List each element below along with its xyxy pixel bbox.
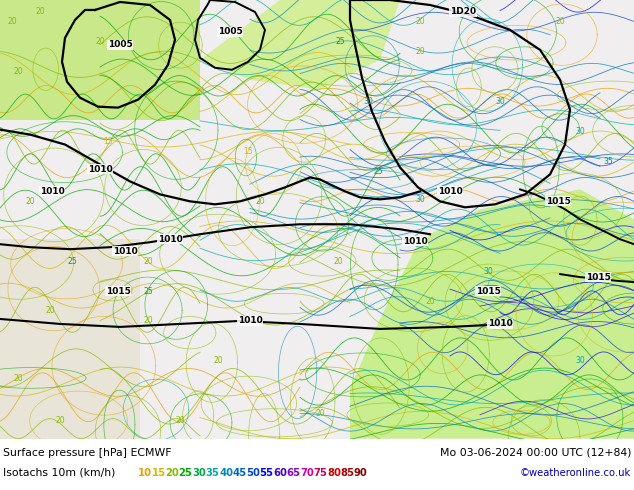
Text: 30: 30: [495, 97, 505, 106]
Text: 85: 85: [340, 468, 354, 478]
Polygon shape: [0, 0, 200, 110]
Text: 1015: 1015: [476, 287, 500, 295]
Text: 1015: 1015: [106, 287, 131, 295]
Text: 30: 30: [575, 356, 585, 366]
Text: 20: 20: [425, 296, 435, 305]
Text: 20: 20: [7, 18, 17, 26]
Text: 35: 35: [205, 468, 219, 478]
Text: 20: 20: [256, 197, 265, 206]
Text: 90: 90: [354, 468, 368, 478]
Text: 20: 20: [415, 18, 425, 26]
Text: 25: 25: [373, 167, 383, 176]
Text: 30: 30: [575, 127, 585, 136]
Text: 20: 20: [143, 257, 153, 266]
Text: Isotachs 10m (km/h): Isotachs 10m (km/h): [3, 468, 115, 478]
Text: 1010: 1010: [87, 165, 112, 174]
Text: 1010: 1010: [437, 187, 462, 196]
Text: 15: 15: [103, 137, 113, 146]
Text: Surface pressure [hPa] ECMWF: Surface pressure [hPa] ECMWF: [3, 448, 172, 458]
Text: 20: 20: [165, 468, 179, 478]
Polygon shape: [200, 0, 400, 90]
Text: 1015: 1015: [586, 272, 611, 282]
Text: 20: 20: [13, 374, 23, 383]
Text: 20: 20: [36, 7, 45, 17]
Text: 35: 35: [603, 157, 613, 166]
Text: 20: 20: [55, 416, 65, 425]
Text: 40: 40: [219, 468, 233, 478]
Text: 1010: 1010: [403, 237, 427, 245]
Text: 20: 20: [333, 257, 343, 266]
Bar: [0, 0, 200, 120]
Text: 45: 45: [233, 468, 247, 478]
Text: 25: 25: [143, 287, 153, 295]
Text: 1010: 1010: [113, 246, 138, 256]
Text: 1010: 1010: [158, 235, 183, 244]
Text: 20: 20: [95, 37, 105, 47]
Text: 20: 20: [13, 67, 23, 76]
Text: 20: 20: [175, 416, 185, 425]
Text: 1005: 1005: [108, 40, 133, 49]
Text: 20: 20: [45, 306, 55, 316]
Text: 1015: 1015: [546, 197, 571, 206]
Text: 25: 25: [179, 468, 192, 478]
Text: ©weatheronline.co.uk: ©weatheronline.co.uk: [520, 468, 631, 478]
Text: 1010: 1010: [488, 319, 512, 328]
Text: 10: 10: [138, 468, 152, 478]
Text: 75: 75: [313, 468, 327, 478]
Text: 25: 25: [67, 257, 77, 266]
Text: 30: 30: [483, 267, 493, 275]
Bar: [0, 239, 140, 439]
Text: Mo 03-06-2024 00:00 UTC (12+84): Mo 03-06-2024 00:00 UTC (12+84): [439, 448, 631, 458]
Text: 20: 20: [555, 18, 565, 26]
Text: 20: 20: [25, 197, 35, 206]
Text: 65: 65: [287, 468, 301, 478]
Text: 70: 70: [300, 468, 314, 478]
Text: 20: 20: [143, 317, 153, 325]
Text: 60: 60: [273, 468, 287, 478]
Text: 55: 55: [259, 468, 273, 478]
Text: 25: 25: [335, 37, 345, 47]
Text: 30: 30: [415, 195, 425, 204]
Text: 20: 20: [213, 356, 223, 366]
Text: 1010: 1010: [39, 187, 65, 196]
Text: 30: 30: [363, 97, 373, 106]
Text: 1010: 1010: [238, 317, 262, 325]
Text: 15: 15: [152, 468, 165, 478]
Text: 20: 20: [415, 48, 425, 56]
Text: 20: 20: [315, 409, 325, 418]
Text: 15: 15: [195, 87, 205, 96]
Text: 30: 30: [192, 468, 206, 478]
Text: 1D20: 1D20: [450, 7, 476, 17]
Text: 15: 15: [243, 147, 253, 156]
Polygon shape: [350, 189, 634, 439]
Text: 80: 80: [327, 468, 341, 478]
Text: 50: 50: [246, 468, 260, 478]
Text: 1005: 1005: [217, 27, 242, 36]
